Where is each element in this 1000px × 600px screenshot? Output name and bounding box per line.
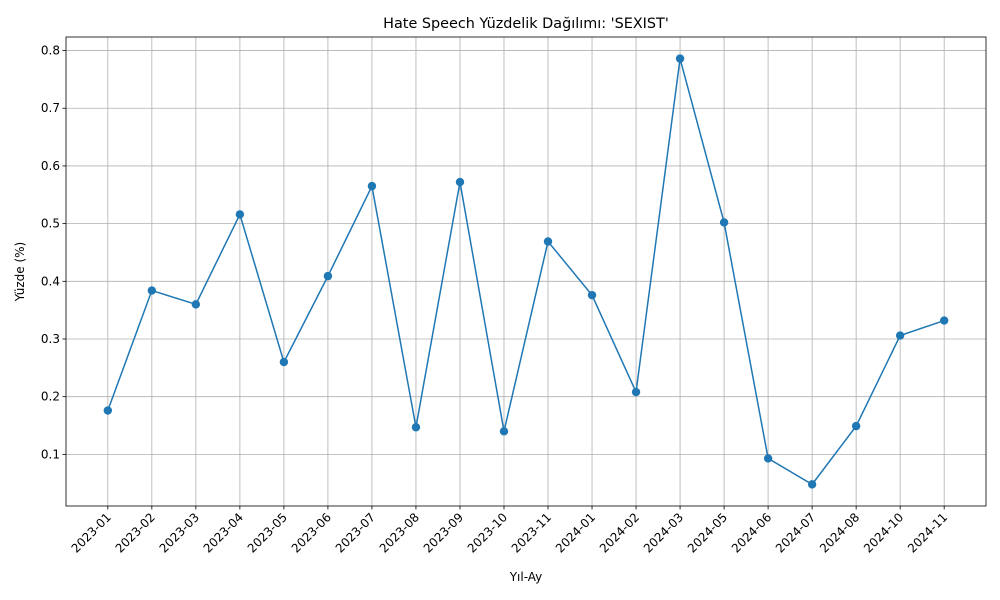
y-tick-label: 0.3 <box>41 332 60 346</box>
data-point <box>543 237 553 246</box>
y-tick-label: 0.7 <box>41 101 60 115</box>
y-tick-label: 0.8 <box>41 44 60 58</box>
data-point <box>147 286 157 295</box>
y-tick-label: 0.2 <box>41 390 60 404</box>
grid <box>66 37 986 506</box>
y-tick-label: 0.1 <box>41 447 60 461</box>
data-point <box>103 406 113 415</box>
data-point <box>235 210 245 219</box>
data-point <box>763 454 773 463</box>
y-tick-label: 0.5 <box>41 217 60 231</box>
y-tick-label: 0.6 <box>41 159 60 173</box>
series-layer <box>103 54 949 489</box>
x-axis-label: Yıl-Ay <box>509 570 543 584</box>
chart-title: Hate Speech Yüzdelik Dağılımı: 'SEXIST' <box>383 16 669 32</box>
y-axis: 0.1 0.2 0.3 0.4 0.5 0.6 0.7 0.8 <box>41 44 66 461</box>
data-point <box>455 177 465 187</box>
data-point <box>279 357 289 367</box>
series-line <box>107 58 945 486</box>
data-point <box>587 290 597 300</box>
data-point <box>851 421 861 431</box>
data-point <box>191 300 201 309</box>
data-point <box>367 181 377 191</box>
data-point <box>719 218 729 227</box>
data-point <box>631 387 641 397</box>
data-point <box>411 423 421 432</box>
data-point <box>895 331 905 340</box>
plot-area-frame <box>65 36 987 507</box>
y-axis-label: Yüzde (%) <box>13 242 27 302</box>
data-point <box>807 480 817 489</box>
data-point <box>675 54 685 63</box>
data-point <box>499 427 509 436</box>
data-point <box>939 316 949 325</box>
data-point <box>323 271 333 281</box>
y-tick-label: 0.4 <box>41 274 60 288</box>
